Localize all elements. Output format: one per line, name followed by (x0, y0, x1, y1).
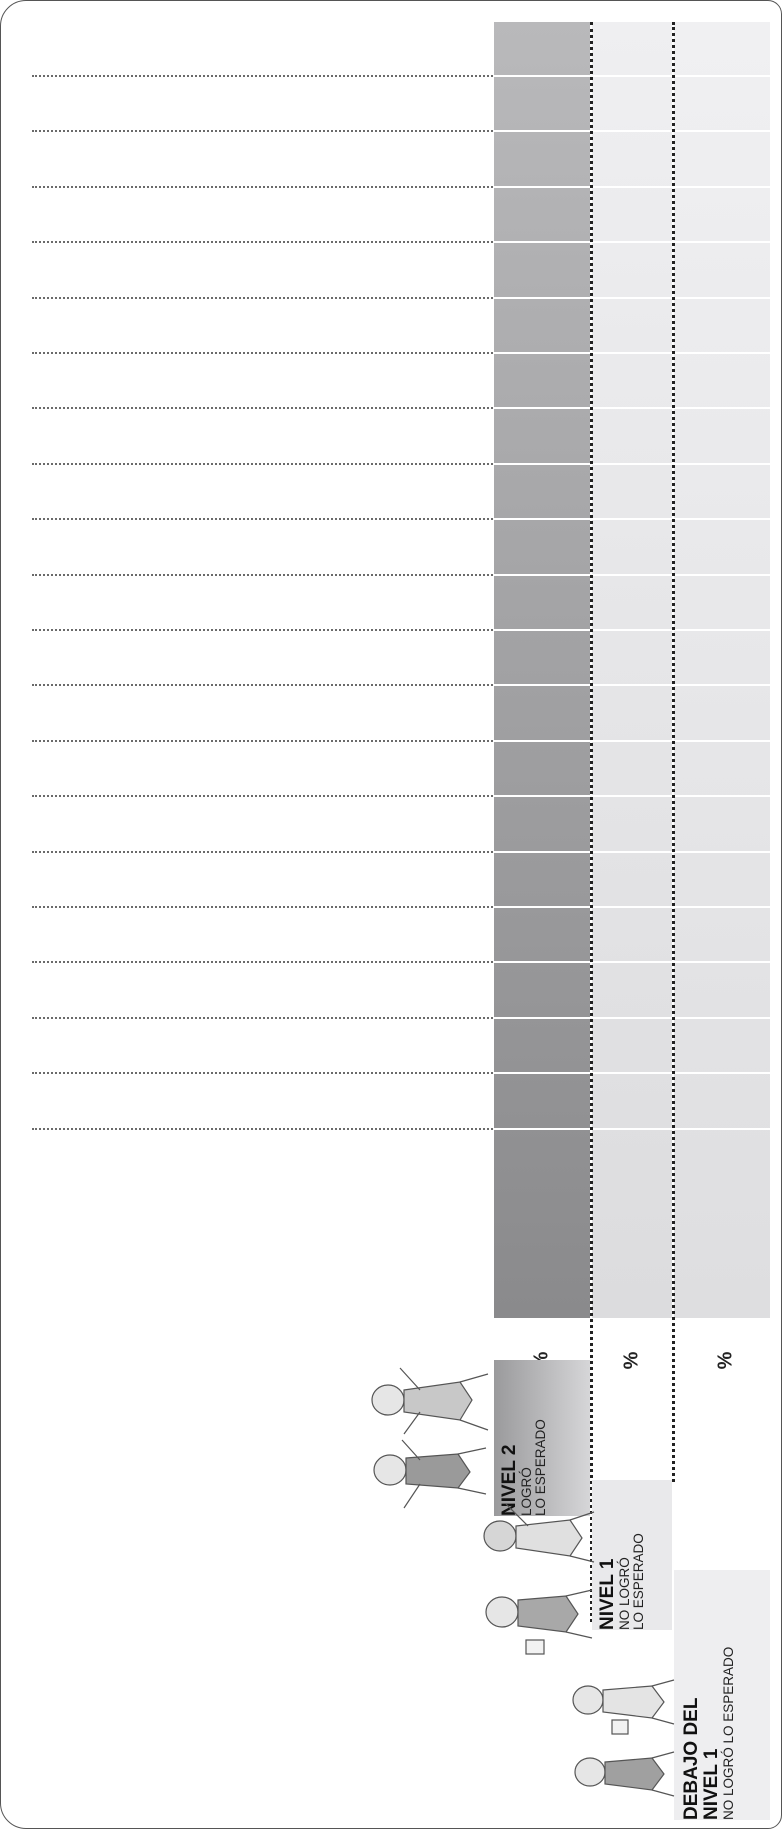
row-separator (494, 739, 770, 742)
answer-lines (32, 22, 496, 1322)
nivel1-label: NIVEL 1 NO LOGRÓ LO ESPERADO (592, 1480, 672, 1630)
row-separator (494, 407, 770, 410)
answer-line[interactable] (32, 906, 496, 908)
nivel1-title: NIVEL 1 (597, 1558, 618, 1630)
row-separator (494, 352, 770, 354)
row-separator (494, 850, 770, 853)
divider-nivel1-below (672, 22, 675, 1482)
answer-line[interactable] (32, 739, 496, 742)
answer-line[interactable] (32, 573, 496, 576)
row-separator (494, 961, 770, 964)
answer-line[interactable] (32, 407, 496, 410)
answer-line[interactable] (32, 1072, 496, 1075)
nivel2-subtitle-2: LO ESPERADO (533, 1419, 548, 1516)
below-nivel1-title-1: DEBAJO DEL (681, 1697, 702, 1820)
answer-line[interactable] (32, 352, 496, 354)
row-separator (494, 185, 770, 188)
answer-line[interactable] (32, 185, 496, 188)
answer-line[interactable] (32, 795, 496, 798)
row-separator (494, 130, 770, 133)
nivel1-column (592, 22, 672, 1318)
row-separator (494, 1016, 770, 1019)
row-separator (494, 75, 770, 77)
nivel2-title: NIVEL 2 (499, 1444, 520, 1516)
answer-line[interactable] (32, 75, 496, 77)
answer-line[interactable] (32, 241, 496, 244)
row-separator (494, 795, 770, 798)
row-separator (494, 241, 770, 244)
row-separator (494, 684, 770, 687)
below-nivel1-percent: % (714, 1351, 737, 1369)
answer-line[interactable] (32, 684, 496, 687)
divider-nivel2-nivel1 (590, 22, 593, 1622)
nivel2-bar-column (494, 22, 590, 1318)
answer-line[interactable] (32, 518, 496, 521)
below-nivel1-title-2: NIVEL 1 (701, 1748, 722, 1820)
answer-line[interactable] (32, 1016, 496, 1019)
row-separator (494, 1127, 770, 1130)
row-separator (494, 906, 770, 908)
nivel1-subtitle-2: LO ESPERADO (631, 1533, 646, 1630)
row-separator (494, 462, 770, 465)
children-celebrating-icon (371, 1367, 489, 1509)
row-separator (494, 296, 770, 299)
row-separator (494, 573, 770, 576)
nivel2-label: NIVEL 2 LOGRÓ LO ESPERADO (494, 1360, 590, 1516)
row-separator (494, 518, 770, 521)
below-nivel1-subtitle: NO LOGRÓ LO ESPERADO (721, 1646, 736, 1820)
answer-line[interactable] (32, 961, 496, 964)
answer-line[interactable] (32, 1127, 496, 1130)
answer-line[interactable] (32, 130, 496, 133)
answer-line[interactable] (32, 296, 496, 299)
below-nivel1-label: DEBAJO DEL NIVEL 1 NO LOGRÓ LO ESPERADO (674, 1570, 770, 1820)
nivel2-subtitle-1: LOGRÓ (519, 1467, 534, 1516)
nivel1-subtitle-1: NO LOGRÓ (617, 1557, 632, 1630)
row-separator (494, 629, 770, 631)
answer-line[interactable] (32, 629, 496, 631)
children-waving-icon (483, 1503, 595, 1655)
answer-line[interactable] (32, 850, 496, 853)
below-nivel1-column (674, 22, 770, 1318)
children-standing-icon (572, 1679, 675, 1797)
nivel1-percent: % (620, 1351, 643, 1369)
answer-line[interactable] (32, 462, 496, 465)
row-separator (494, 1072, 770, 1075)
